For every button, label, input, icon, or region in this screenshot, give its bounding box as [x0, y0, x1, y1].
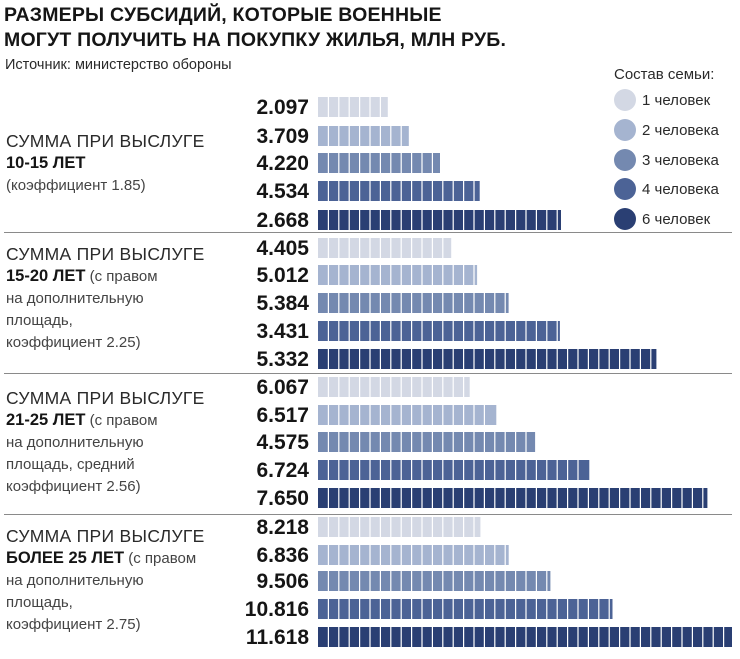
- data-label-3-1: 6.067: [256, 376, 309, 399]
- data-label-2-2: 5.012: [256, 264, 309, 287]
- data-label-4-4: 10.816: [245, 598, 309, 621]
- data-label-3-2: 6.517: [256, 404, 309, 427]
- legend-entry-5: 6 человек: [642, 211, 711, 228]
- data-label-2-1: 4.405: [256, 237, 309, 260]
- bar-3-2: [318, 405, 497, 425]
- data-label-1-3: 4.220: [256, 152, 309, 175]
- group-label-coefficient: коэффициент 2.25): [6, 334, 141, 351]
- bar-2-5: [318, 349, 657, 369]
- legend-entry-3: 3 человека: [642, 152, 719, 169]
- group-label-coefficient: коэффициент 2.75): [6, 616, 141, 633]
- bar-1-5: [318, 210, 561, 230]
- group-label-1: СУММА ПРИ ВЫСЛУГЕ 10-15 ЛЕТ (коэффициент…: [6, 130, 205, 197]
- legend-title: Состав семьи:: [614, 66, 715, 83]
- bar-2-1: [318, 238, 452, 258]
- bar-1-2: [318, 126, 409, 146]
- legend-entry-1: 1 человек: [642, 92, 711, 109]
- chart-title: РАЗМЕРЫ СУБСИДИЙ, КОТОРЫЕ ВОЕННЫЕ МОГУТ …: [4, 3, 564, 53]
- group-label-coefficient: (коэффициент 1.85): [6, 177, 146, 194]
- group-label-heading: СУММА ПРИ ВЫСЛУГЕ: [6, 131, 205, 151]
- legend-entry-4: 4 человека: [642, 181, 719, 198]
- title-line-2: МОГУТ ПОЛУЧИТЬ НА ПОКУПКУ ЖИЛЬЯ, МЛН РУБ…: [4, 29, 507, 51]
- bar-4-2: [318, 545, 509, 565]
- legend-swatch-4: [614, 178, 636, 200]
- group-label-period: 15-20 ЛЕТ: [6, 267, 86, 285]
- group-label-heading: СУММА ПРИ ВЫСЛУГЕ: [6, 244, 205, 264]
- bar-2-2: [318, 265, 478, 285]
- group-separator: [4, 373, 732, 374]
- bar-4-3: [318, 571, 551, 591]
- data-label-1-5: 2.668: [256, 209, 309, 232]
- legend-swatch-2: [614, 119, 636, 141]
- group-label-2: СУММА ПРИ ВЫСЛУГЕ 15-20 ЛЕТ (с правом на…: [6, 243, 205, 354]
- bar-3-5: [318, 488, 708, 508]
- bar-1-4: [318, 181, 480, 201]
- group-label-heading: СУММА ПРИ ВЫСЛУГЕ: [6, 388, 205, 408]
- group-label-3: СУММА ПРИ ВЫСЛУГЕ 21-25 ЛЕТ (с правом на…: [6, 387, 205, 498]
- group-label-period: 10-15 ЛЕТ: [6, 154, 86, 172]
- data-label-3-3: 4.575: [256, 431, 309, 454]
- data-label-1-4: 4.534: [256, 180, 309, 203]
- bar-3-1: [318, 377, 470, 397]
- group-label-period: 21-25 ЛЕТ: [6, 411, 86, 429]
- bar-2-4: [318, 321, 560, 341]
- bar-2-3: [318, 293, 509, 313]
- data-label-4-2: 6.836: [256, 544, 309, 567]
- group-label-coefficient: коэффициент 2.56): [6, 478, 141, 495]
- data-label-2-4: 3.431: [256, 320, 309, 343]
- data-label-2-3: 5.384: [256, 292, 309, 315]
- group-label-heading: СУММА ПРИ ВЫСЛУГЕ: [6, 526, 205, 546]
- data-label-2-5: 5.332: [256, 348, 309, 371]
- bar-3-3: [318, 432, 536, 452]
- legend-swatch-1: [614, 89, 636, 111]
- group-label-period: БОЛЕЕ 25 ЛЕТ: [6, 549, 125, 567]
- bar-4-1: [318, 517, 481, 537]
- legend-swatch-3: [614, 149, 636, 171]
- data-label-4-3: 9.506: [256, 570, 309, 593]
- legend-entry-2: 2 человека: [642, 122, 719, 139]
- data-label-4-1: 8.218: [256, 516, 309, 539]
- data-label-4-5: 11.618: [246, 626, 309, 649]
- title-line-1: РАЗМЕРЫ СУБСИДИЙ, КОТОРЫЕ ВОЕННЫЕ: [4, 4, 442, 26]
- group-separator: [4, 232, 732, 233]
- legend-swatch-5: [614, 208, 636, 230]
- source-note: Источник: министерство обороны: [5, 57, 232, 73]
- group-separator: [4, 514, 732, 515]
- bar-4-4: [318, 599, 613, 619]
- bar-1-3: [318, 153, 440, 173]
- data-label-3-4: 6.724: [256, 459, 309, 482]
- data-label-1-1: 2.097: [256, 96, 309, 119]
- data-label-1-2: 3.709: [256, 125, 309, 148]
- group-label-4: СУММА ПРИ ВЫСЛУГЕ БОЛЕЕ 25 ЛЕТ (с правом…: [6, 525, 205, 636]
- data-label-3-5: 7.650: [256, 487, 309, 510]
